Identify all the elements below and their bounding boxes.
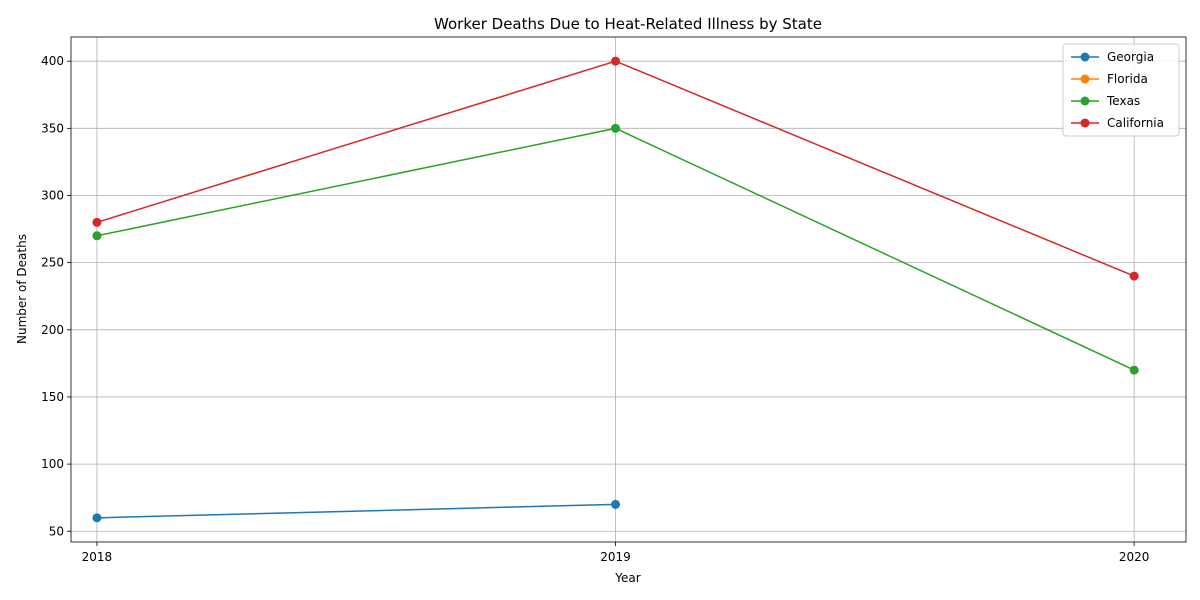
data-point-georgia <box>611 499 621 509</box>
data-point-texas <box>611 123 621 133</box>
legend: Georgia Florida Texas California <box>1062 43 1180 137</box>
y-tick-label: 250 <box>41 256 64 270</box>
data-point-texas <box>1129 365 1139 375</box>
y-axis-ticks: 50 100 150 200 250 300 350 400 <box>41 54 71 538</box>
legend-entry-texas: Texas <box>1106 94 1140 108</box>
y-tick-label: 150 <box>41 390 64 404</box>
series-lines <box>92 56 1139 523</box>
data-point-texas <box>92 231 102 241</box>
legend-swatch-marker <box>1080 74 1090 84</box>
x-tick-label: 2019 <box>600 550 631 564</box>
legend-entry-california: California <box>1107 116 1164 130</box>
legend-swatch-marker <box>1080 52 1090 62</box>
x-tick-label: 2020 <box>1119 550 1150 564</box>
x-axis-ticks: 2018 2019 2020 <box>82 542 1150 564</box>
legend-entry-florida: Florida <box>1107 72 1148 86</box>
y-tick-label: 300 <box>41 188 64 202</box>
legend-box <box>1062 43 1180 137</box>
data-point-georgia <box>92 513 102 523</box>
grid-lines <box>71 37 1186 542</box>
data-point-california <box>611 56 621 66</box>
x-axis-label: Year <box>614 571 640 585</box>
y-axis-label: Number of Deaths <box>15 234 29 344</box>
y-tick-label: 350 <box>41 121 64 135</box>
data-point-california <box>92 217 102 227</box>
legend-entry-georgia: Georgia <box>1107 50 1154 64</box>
y-tick-label: 50 <box>49 524 64 538</box>
y-tick-label: 200 <box>41 323 64 337</box>
plot-frame <box>70 36 1187 543</box>
legend-swatch-marker <box>1080 118 1090 128</box>
x-tick-label: 2018 <box>82 550 113 564</box>
legend-swatch-marker <box>1080 96 1090 106</box>
data-point-california <box>1129 271 1139 281</box>
y-tick-label: 400 <box>41 54 64 68</box>
series-line-georgia <box>96 503 616 519</box>
y-tick-label: 100 <box>41 457 64 471</box>
chart-title: Worker Deaths Due to Heat-Related Illnes… <box>434 15 822 33</box>
